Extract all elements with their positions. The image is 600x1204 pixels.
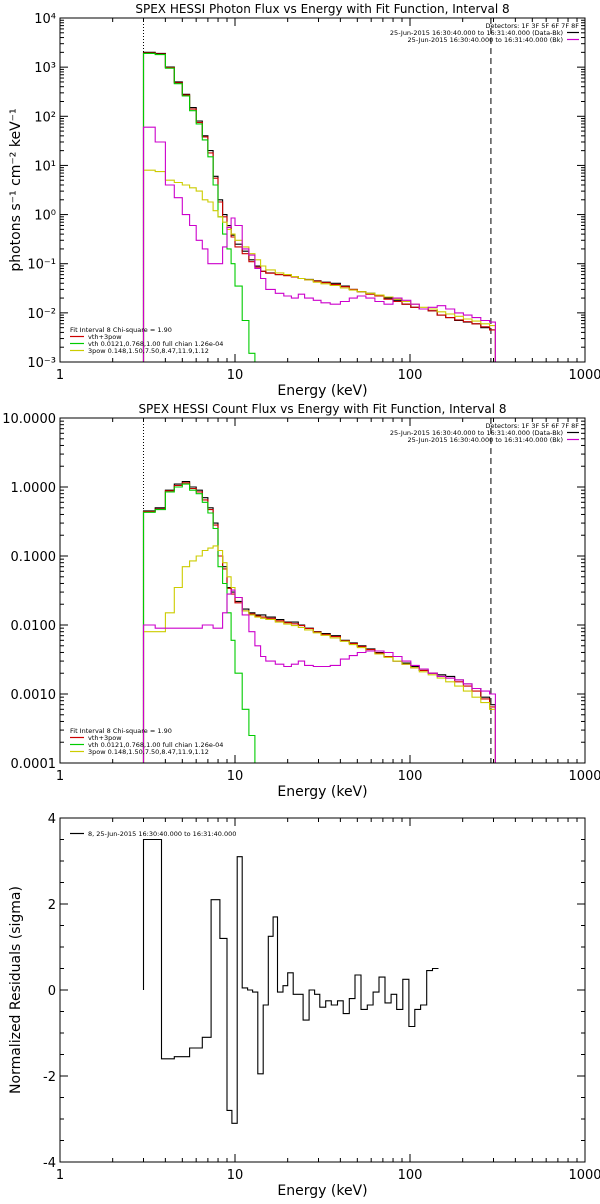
x-tick-label: 1	[56, 1168, 64, 1183]
legend-heading: Detectors: 1F 3F 5F 6F 7F 8F	[485, 22, 579, 30]
series-group	[142, 838, 439, 1124]
fit-legend-heading: Fit Interval 8 Chi-square = 1.90	[70, 326, 172, 334]
y-tick-label: -2	[43, 1070, 56, 1085]
chart-title: SPEX HESSI Count Flux vs Energy with Fit…	[138, 402, 506, 416]
y-axis-label: photons s⁻¹ cm⁻² keV⁻¹	[8, 108, 24, 271]
y-tick-label: 10⁰	[34, 209, 56, 224]
x-tick-label: 1	[56, 368, 64, 383]
x-tick-label: 10	[227, 368, 244, 383]
series-line-5	[142, 589, 496, 763]
chart-panel-2: SPEX HESSI Count Flux vs Energy with Fit…	[2, 402, 600, 800]
y-tick-label: 0.0010	[11, 688, 57, 703]
x-tick-label: 10	[227, 769, 244, 784]
y-axis-label: Normalized Residuals (sigma)	[8, 886, 24, 1094]
x-tick-label: 1000	[568, 769, 600, 784]
legend-entry: 8, 25-Jun-2015 16:30:40.000 to 16:31:40.…	[88, 830, 236, 838]
chart-panel-1: SPEX HESSI Photon Flux vs Energy with Fi…	[8, 2, 600, 399]
legend-entry: 25-Jun-2015 16:30:40.000 to 16:31:40.000…	[408, 436, 563, 444]
x-axis-label: Energy (keV)	[277, 784, 367, 800]
x-tick-label: 100	[398, 368, 423, 383]
fit-legend-heading: Fit Interval 8 Chi-square = 1.90	[70, 727, 172, 735]
fit-legend-entry: vth 0.0121,0.768,1.00 full chian 1.26e-0…	[88, 741, 223, 749]
y-tick-label: 10³	[34, 61, 56, 76]
fit-legend-entry: vth+3pow	[88, 333, 122, 341]
fit-legend-entry: 3pow 0.148,1.50,7.50,8.47,11.9,1.12	[88, 347, 209, 355]
y-tick-label: 10⁻¹	[27, 258, 56, 273]
legend-entry: 25-Jun-2015 16:30:40.000 to 16:31:40.000…	[390, 429, 563, 437]
y-tick-label: 0	[48, 984, 56, 999]
series-line-5	[142, 126, 496, 362]
fit-legend-entry: vth 0.0121,0.768,1.00 full chian 1.26e-0…	[88, 340, 223, 348]
chart-panel-3: 1 10 100 1000 -4 -2 0 2 4 Energy (keV) Normalized …	[8, 812, 600, 1199]
y-tick-label: 10⁻³	[27, 356, 56, 371]
plot-frame	[59, 817, 586, 1163]
fit-legend-entry: vth+3pow	[88, 734, 122, 742]
y-tick-label: 0.1000	[11, 550, 57, 565]
x-tick-label: 1	[56, 769, 64, 784]
series-line-3	[142, 52, 261, 362]
legend-entry: 25-Jun-2015 16:30:40.000 to 16:31:40.000…	[408, 36, 563, 44]
chart-title: SPEX HESSI Photon Flux vs Energy with Fi…	[135, 2, 509, 16]
y-tick-label: 10⁻²	[27, 307, 56, 322]
series-line-3	[142, 483, 261, 763]
y-tick-label: -4	[43, 1156, 56, 1171]
legend-heading: Detectors: 1F 3F 5F 6F 7F 8F	[485, 422, 579, 430]
fit-legend-entry: 3pow 0.148,1.50,7.50,8.47,11.9,1.12	[88, 748, 209, 756]
series-group	[142, 51, 496, 362]
y-tick-label: 0.0100	[11, 619, 57, 634]
x-tick-label: 10	[227, 1168, 244, 1183]
legend-entry: 25-Jun-2015 16:30:40.000 to 16:31:40.000…	[390, 29, 563, 37]
x-tick-label: 1000	[568, 1168, 600, 1183]
plot-frame	[59, 17, 586, 363]
series-line-4	[142, 545, 496, 763]
series-line-2	[142, 482, 496, 763]
series-line-1	[142, 838, 439, 1124]
y-tick-label: 10²	[34, 110, 56, 125]
y-tick-label: 1.0000	[11, 481, 57, 496]
series-line-4	[142, 169, 496, 362]
series-group	[142, 480, 496, 763]
y-tick-label: 10.0000	[2, 412, 56, 427]
x-tick-label: 100	[398, 1168, 423, 1183]
y-tick-label: 0.0001	[11, 757, 57, 772]
series-line-2	[142, 52, 496, 362]
x-tick-label: 100	[398, 769, 423, 784]
y-tick-label: 4	[48, 812, 56, 827]
x-axis-label: Energy (keV)	[277, 1183, 367, 1199]
y-tick-label: 2	[48, 898, 56, 913]
x-tick-label: 1000	[568, 368, 600, 383]
y-tick-label: 10⁴	[34, 12, 56, 27]
plot-frame	[59, 417, 586, 764]
x-axis-label: Energy (keV)	[277, 383, 367, 399]
series-line-1	[142, 480, 496, 763]
y-tick-label: 10¹	[34, 159, 56, 174]
